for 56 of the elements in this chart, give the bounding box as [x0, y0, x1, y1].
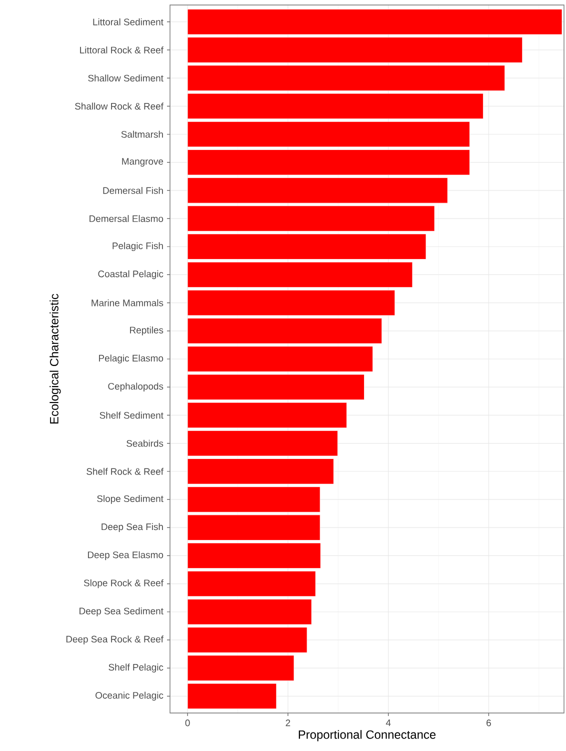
- y-tick-label: Slope Rock & Reef: [84, 579, 164, 588]
- y-tick-label: Reptiles: [130, 326, 164, 336]
- bar: [187, 121, 470, 148]
- bar: [187, 234, 426, 260]
- bar: [187, 318, 382, 344]
- bar: [187, 514, 320, 540]
- y-tick-label: Cephalopods: [108, 382, 164, 392]
- x-tick-label: 0: [185, 720, 190, 726]
- y-tick-label: Shallow Rock & Reef: [75, 102, 164, 110]
- y-tick-label: Seabirds: [126, 440, 164, 447]
- y-tick-label: Shelf Sediment: [100, 412, 164, 419]
- y-tick-label: Deep Sea Sediment: [80, 607, 164, 616]
- x-tick-label: 2: [286, 720, 290, 726]
- bar: [187, 93, 484, 119]
- y-tick-label: Coastal Pelagic: [98, 270, 164, 280]
- y-tick-label: Pelagic Elasmo: [99, 354, 164, 364]
- y-tick-label: Oceanic Pelagic: [96, 692, 164, 701]
- bar: [187, 149, 470, 176]
- bar: [187, 9, 562, 35]
- x-tick-label: 4: [386, 720, 391, 726]
- bar: [187, 402, 347, 428]
- bar: [187, 37, 523, 63]
- y-tick-label: Slope Sediment: [97, 495, 164, 504]
- y-tick-label: Mangrove: [122, 158, 164, 167]
- y-tick-label: Deep Sea Rock & Reef: [66, 636, 164, 644]
- bar: [187, 290, 396, 316]
- bar: [187, 570, 316, 597]
- bar: [187, 65, 505, 91]
- y-tick-label: Pelagic Fish: [112, 242, 163, 252]
- y-tick-label: Demersal Elasmo: [90, 215, 164, 222]
- bar: [187, 346, 373, 372]
- bar: [187, 262, 413, 288]
- bar: [187, 486, 320, 512]
- bar: [187, 374, 364, 400]
- bar: [187, 458, 334, 484]
- y-tick-label: Shallow Sediment: [88, 74, 164, 82]
- y-axis-title: Ecological Characteristic: [50, 294, 61, 424]
- bar: [187, 206, 435, 232]
- y-tick-label: Saltmarsh: [121, 130, 163, 138]
- bar: [187, 599, 312, 625]
- y-tick-label: Littoral Sediment: [93, 18, 164, 26]
- y-tick-label: Deep Sea Elasmo: [88, 551, 164, 560]
- x-tick-label: 6: [486, 720, 491, 726]
- y-tick-label: Shelf Pelagic: [108, 664, 164, 672]
- bar: [187, 542, 321, 569]
- y-tick-label: Demersal Fish: [103, 186, 163, 194]
- bar: [187, 627, 308, 653]
- bar: [187, 655, 294, 681]
- bar: [187, 683, 277, 709]
- y-tick-label: Deep Sea Fish: [102, 523, 163, 532]
- x-axis-title: Proportional Connectance: [298, 730, 436, 742]
- bar: [187, 178, 448, 204]
- y-tick-label: Shelf Rock & Reef: [86, 468, 164, 475]
- bar: [187, 430, 338, 456]
- y-tick-label: Littoral Rock & Reef: [80, 46, 164, 54]
- y-tick-label: Marine Mammals: [92, 299, 164, 306]
